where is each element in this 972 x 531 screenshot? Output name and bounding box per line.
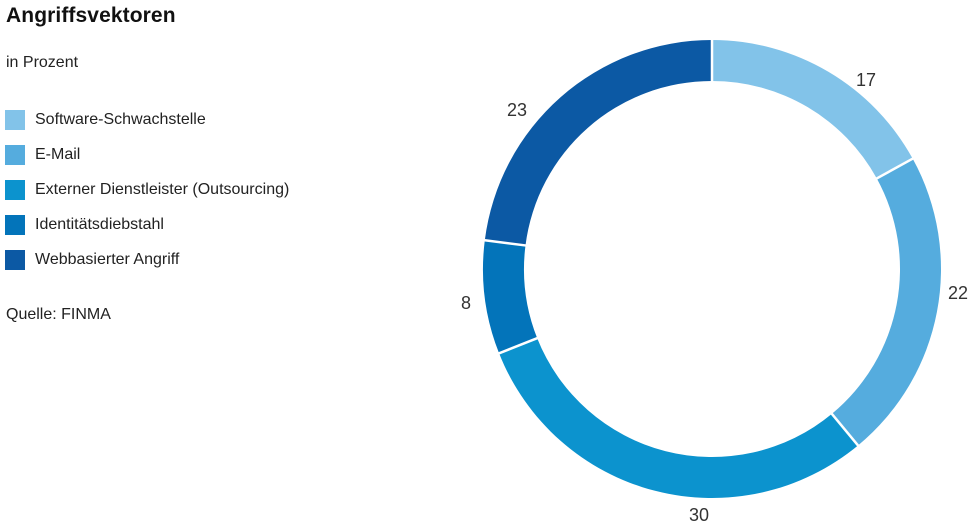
chart-subtitle: in Prozent <box>6 54 79 71</box>
chart-title: Angriffsvektoren <box>6 4 176 27</box>
segment-separator <box>497 336 539 355</box>
segment-separator <box>830 412 860 448</box>
data-label: 8 <box>461 293 471 313</box>
legend-item: Webbasierter Angriff <box>5 250 289 270</box>
donut-segment <box>483 240 538 354</box>
source-label: Quelle: FINMA <box>6 306 111 323</box>
segment-separator <box>483 238 527 247</box>
donut-segment <box>499 338 858 499</box>
legend-label: Externer Dienstleister (Outsourcing) <box>35 181 290 198</box>
legend: Software-Schwachstelle E-Mail Externer D… <box>5 110 289 285</box>
legend-item: Externer Dienstleister (Outsourcing) <box>5 180 289 200</box>
legend-swatch-icon <box>5 215 25 235</box>
legend-swatch-icon <box>5 145 25 165</box>
legend-label: E-Mail <box>35 146 81 163</box>
data-label: 23 <box>507 100 527 120</box>
donut-segments <box>483 40 941 499</box>
legend-label: Software-Schwachstelle <box>35 111 206 128</box>
data-label: 30 <box>689 505 709 525</box>
legend-swatch-icon <box>5 250 25 270</box>
legend-label: Identitätsdiebstahl <box>35 216 164 233</box>
data-label: 22 <box>948 283 968 303</box>
legend-label: Webbasierter Angriff <box>35 251 180 268</box>
donut-segment <box>712 40 913 179</box>
segment-separator <box>875 157 915 181</box>
legend-item: Software-Schwachstelle <box>5 110 289 130</box>
donut-segment <box>484 40 712 246</box>
legend-swatch-icon <box>5 180 25 200</box>
legend-swatch-icon <box>5 110 25 130</box>
donut-separators <box>483 39 915 448</box>
donut-segment <box>831 158 941 446</box>
data-label: 17 <box>856 70 876 90</box>
legend-item: Identitätsdiebstahl <box>5 215 289 235</box>
legend-item: E-Mail <box>5 145 289 165</box>
